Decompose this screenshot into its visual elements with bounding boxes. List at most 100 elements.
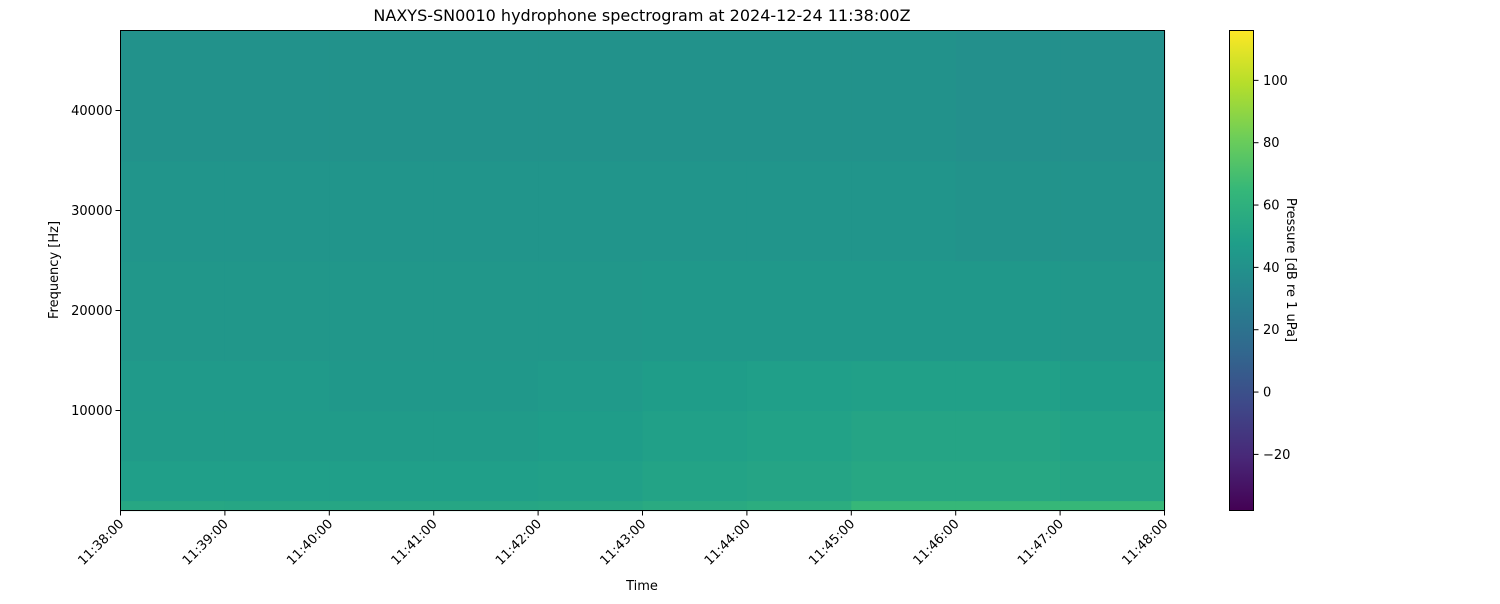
y-tick-label: 20000 [71,304,112,319]
heatmap-cell [642,260,748,362]
heatmap-cell [851,500,957,512]
heatmap-cell [433,410,539,462]
heatmap-cell [120,410,226,462]
x-axis-label: Time [625,579,658,594]
colorbar-tick-label: 80 [1263,136,1280,151]
heatmap-cell [538,260,644,362]
x-tick-label: 11:41:00 [389,517,441,569]
y-axis-label: Frequency [Hz] [47,221,62,319]
x-tick-label: 11:46:00 [911,517,963,569]
heatmap-cell [329,410,435,462]
heatmap-cell [433,460,539,502]
heatmap-cell [746,260,852,362]
heatmap-cell [746,30,852,162]
x-tick-label: 11:39:00 [180,517,232,569]
colorbar [1229,30,1254,511]
heatmap-cell [851,260,957,362]
heatmap-cell [1060,160,1166,262]
heatmap-cell [955,410,1061,462]
heatmap-cell [642,460,748,502]
heatmap-cell [955,30,1061,162]
heatmap-cell [329,460,435,502]
heatmap-cell [538,460,644,502]
x-axis-ticks: 11:38:00 11:39:00 11:40:00 11:41:00 11:42:00… [75,510,1171,569]
heatmap-cell [851,30,957,162]
heatmap-cell [433,160,539,262]
heatmap-cell [1060,260,1166,362]
heatmap-cell [329,360,435,412]
y-tick-label: 10000 [71,404,112,419]
heatmap-cell [120,500,226,512]
heatmap-cell [851,360,957,412]
heatmap-cell [1060,30,1166,162]
chart-title: NAXYS-SN0010 hydrophone spectrogram at 2… [373,6,910,25]
heatmap-cell [224,160,330,262]
x-tick-label: 11:42:00 [493,517,545,569]
x-tick-label: 11:48:00 [1119,517,1171,569]
colorbar-tick-label: 100 [1263,74,1288,89]
x-tick-label: 11:47:00 [1015,517,1067,569]
heatmap-cell [642,160,748,262]
heatmap-cell [224,30,330,162]
heatmap-cell [538,360,644,412]
heatmap-cell [746,460,852,502]
heatmap-cell [224,410,330,462]
heatmap-cell [1060,460,1166,502]
heatmap-cell [642,30,748,162]
heatmap-cell [329,260,435,362]
heatmap-cell [1060,410,1166,462]
colorbar-tick-label: 20 [1263,323,1280,338]
x-tick-label: 11:44:00 [702,517,754,569]
heatmap-cell [955,260,1061,362]
heatmap-cell [329,30,435,162]
heatmap-cell [120,260,226,362]
x-tick-label: 11:43:00 [597,517,649,569]
colorbar-label: Pressure [dB re 1 uPa] [1283,198,1298,342]
heatmap-cell [329,500,435,512]
heatmap-cell [538,410,644,462]
colorbar-tick-label: 40 [1263,261,1280,276]
heatmap-cell [642,410,748,462]
y-tick-label: 40000 [71,104,112,119]
heatmap-cell [224,500,330,512]
heatmap-cell [955,460,1061,502]
heatmap-cell [746,410,852,462]
heatmap-cell [120,160,226,262]
colorbar-tick-label: 60 [1263,199,1280,214]
x-tick-label: 11:45:00 [806,517,858,569]
heatmap-cell [746,360,852,412]
heatmap-cell [224,460,330,502]
heatmap-cell [120,30,226,162]
colorbar-tick-label: −20 [1263,448,1290,463]
heatmap-cell [329,160,435,262]
heatmap-cells [120,30,1166,512]
colorbar-ticks: −20 0 20 40 60 80 100 [1253,74,1290,463]
heatmap-cell [746,500,852,512]
heatmap-cell [955,360,1061,412]
heatmap-cell [538,160,644,262]
y-axis-ticks: 10000 20000 30000 40000 [71,104,121,419]
heatmap-cell [1060,360,1166,412]
heatmap-cell [433,260,539,362]
x-tick-label: 11:40:00 [284,517,336,569]
heatmap-cell [955,160,1061,262]
colorbar-tick-label: 0 [1263,386,1271,401]
y-tick-label: 30000 [71,204,112,219]
heatmap-cell [642,360,748,412]
heatmap-cell [224,260,330,362]
heatmap-cell [851,460,957,502]
heatmap-cell [433,500,539,512]
heatmap-cell [746,160,852,262]
heatmap-cell [120,460,226,502]
heatmap-cell [851,160,957,262]
x-tick-label: 11:38:00 [75,517,127,569]
heatmap-cell [538,30,644,162]
heatmap-cell [642,500,748,512]
heatmap-cell [224,360,330,412]
heatmap-cell [433,360,539,412]
heatmap-cell [955,500,1061,512]
heatmap-cell [1060,500,1166,512]
heatmap-cell [120,360,226,412]
heatmap-cell [538,500,644,512]
